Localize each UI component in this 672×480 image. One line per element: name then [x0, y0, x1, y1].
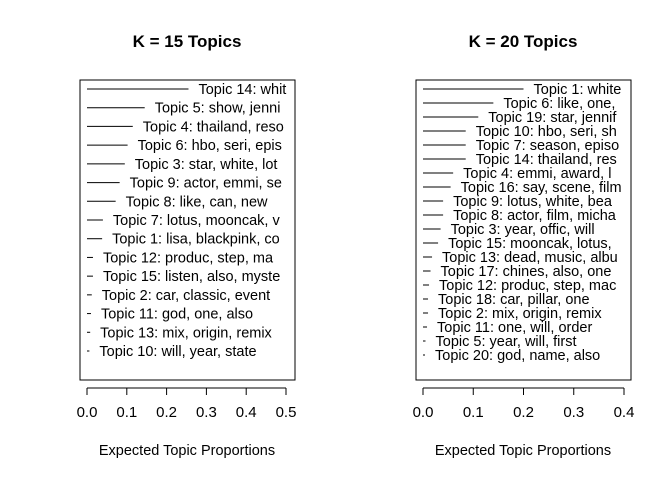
x-tick-label: 0.4: [236, 404, 257, 421]
topic-label: Topic 6: like, one,: [503, 96, 615, 112]
topic-label: Topic 3: year, offic, will: [451, 222, 595, 238]
topic-label: Topic 12: produc, step, mac: [439, 278, 616, 294]
x-tick-label: 0.5: [276, 404, 297, 421]
topic-label: Topic 11: god, one, also: [101, 307, 253, 323]
x-tick-label: 0.0: [77, 404, 98, 421]
topic-label: Topic 10: hbo, seri, sh: [476, 124, 617, 140]
topic-label: Topic 16: say, scene, film: [461, 180, 622, 196]
topic-label: Topic 7: lotus, mooncak, v: [113, 213, 281, 229]
topic-label: Topic 18: car, pillar, one: [438, 292, 590, 308]
x-tick-label: 0.2: [513, 404, 534, 421]
topic-label: Topic 15: mooncak, lotus,: [448, 236, 612, 252]
topic-label: Topic 14: thailand, res: [476, 152, 617, 168]
topic-label: Topic 7: season, episo: [476, 138, 619, 154]
topic-label: Topic 13: mix, origin, remix: [100, 325, 272, 341]
topic-label: Topic 20: god, name, also: [435, 348, 600, 364]
x-tick-label: 0.1: [116, 404, 137, 421]
topic-label: Topic 2: mix, origin, remix: [438, 306, 602, 322]
topic-label: Topic 8: like, can, new: [126, 194, 268, 210]
topic-label: Topic 14: whit: [198, 82, 286, 98]
topic-label: Topic 3: star, white, lot: [135, 157, 278, 173]
x-tick-label: 0.3: [196, 404, 217, 421]
bars-group: Topic 14: whit Topic 5: show, jenni Topic …: [87, 82, 286, 360]
topic-label: Topic 5: show, jenni: [155, 101, 281, 117]
topic-label: Topic 19: star, jennif: [488, 110, 617, 126]
plot-frame: [79, 79, 296, 381]
x-tick-label: 0.1: [463, 404, 484, 421]
x-tick-label: 0.3: [563, 404, 584, 421]
topic-label: Topic 5: year, will, first: [436, 334, 577, 350]
x-axis-label: Expected Topic Proportions: [99, 443, 275, 459]
topic-label: Topic 1: white: [534, 82, 622, 98]
topic-label: Topic 1: lisa, blackpink, co: [112, 232, 280, 248]
topic-label: Topic 9: actor, emmi, se: [130, 176, 282, 192]
topic-label: Topic 12: produc, step, ma: [103, 250, 274, 266]
topic-label: Topic 4: thailand, reso: [143, 119, 284, 135]
chart-title: K = 15 Topics: [133, 32, 242, 51]
topic-label: Topic 15: listen, also, myste: [103, 269, 280, 285]
chart-title: K = 20 Topics: [469, 32, 578, 51]
plot-frame: [415, 79, 632, 381]
topic-label: Topic 9: lotus, white, bea: [453, 194, 613, 210]
x-tick-label: 0.2: [156, 404, 177, 421]
topic-label: Topic 4: emmi, award, l: [463, 166, 611, 182]
x-tick-label: 0.4: [614, 404, 635, 421]
topic-label: Topic 17: chines, also, one: [441, 264, 612, 280]
topic-label: Topic 2: car, classic, event: [102, 288, 270, 304]
topic-label: Topic 8: actor, film, micha: [453, 208, 617, 224]
chart-panel-1: K = 15 Topics Topic 14: whit Topic 5: show…: [77, 32, 297, 459]
topic-label: Topic 6: hbo, seri, epis: [138, 138, 282, 154]
x-axis-label: Expected Topic Proportions: [435, 443, 611, 459]
topic-label: Topic 11: one, will, order: [437, 320, 592, 336]
x-tick-label: 0.0: [413, 404, 434, 421]
topic-label: Topic 13: dead, music, albu: [442, 250, 618, 266]
topic-label: Topic 10: will, year, state: [99, 344, 256, 360]
